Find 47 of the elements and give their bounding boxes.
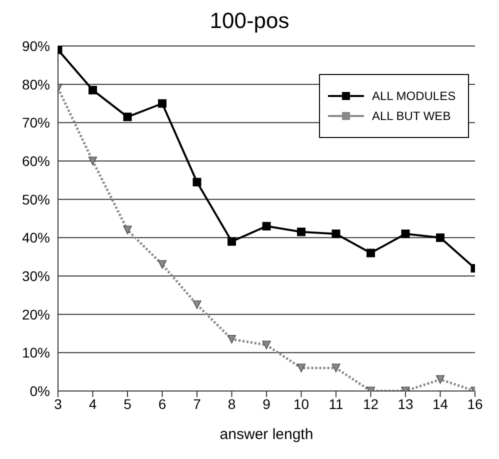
chart-title: 100-pos	[208, 8, 290, 35]
y-tick-label: 50%	[22, 191, 50, 208]
point	[192, 178, 202, 186]
y-tick-label: 30%	[22, 268, 50, 284]
x-tick-label: 16	[467, 396, 483, 412]
x-tick-label: 3	[54, 396, 62, 412]
y-tick-label: 40%	[22, 230, 50, 246]
point	[88, 86, 97, 94]
x-tick-label: 9	[262, 396, 271, 412]
point	[192, 300, 202, 310]
point	[436, 233, 444, 242]
point	[332, 364, 340, 372]
x-tick-label: 5	[124, 396, 132, 412]
point	[366, 248, 375, 258]
point	[227, 334, 236, 344]
point	[158, 260, 167, 269]
y-tick-label: 90%	[22, 38, 50, 54]
y-tick-label: 70%	[22, 114, 50, 131]
x-tick-label: 13	[398, 396, 414, 412]
x-tick-label: 8	[228, 396, 236, 412]
x-axis-title: answer length	[220, 426, 314, 443]
y-tick-label: 0%	[30, 382, 50, 399]
point	[297, 228, 306, 236]
point	[436, 375, 445, 384]
x-tick-label: 12	[362, 396, 379, 412]
point	[158, 99, 166, 108]
legend-label: ALL BUT WEB	[372, 109, 451, 123]
point	[262, 222, 271, 230]
y-tick-label: 20%	[22, 306, 50, 322]
x-tick-label: 7	[193, 396, 202, 412]
x-tick-label: 6	[158, 396, 166, 412]
point	[296, 364, 306, 372]
x-tick-label: 14	[432, 396, 448, 412]
point	[332, 230, 340, 238]
x-tick-label: 11	[328, 396, 344, 412]
point	[401, 230, 410, 238]
point	[88, 156, 98, 166]
point	[262, 340, 271, 350]
x-tick-label: 4	[88, 396, 97, 412]
point	[123, 112, 132, 122]
y-tick-label: 60%	[22, 152, 50, 169]
y-tick-label: 10%	[22, 344, 50, 361]
legend-label: ALL MODULES	[372, 89, 456, 103]
y-tick-label: 80%	[22, 76, 50, 92]
point	[123, 226, 132, 234]
point	[228, 237, 236, 246]
x-tick-label: 10	[293, 396, 310, 412]
